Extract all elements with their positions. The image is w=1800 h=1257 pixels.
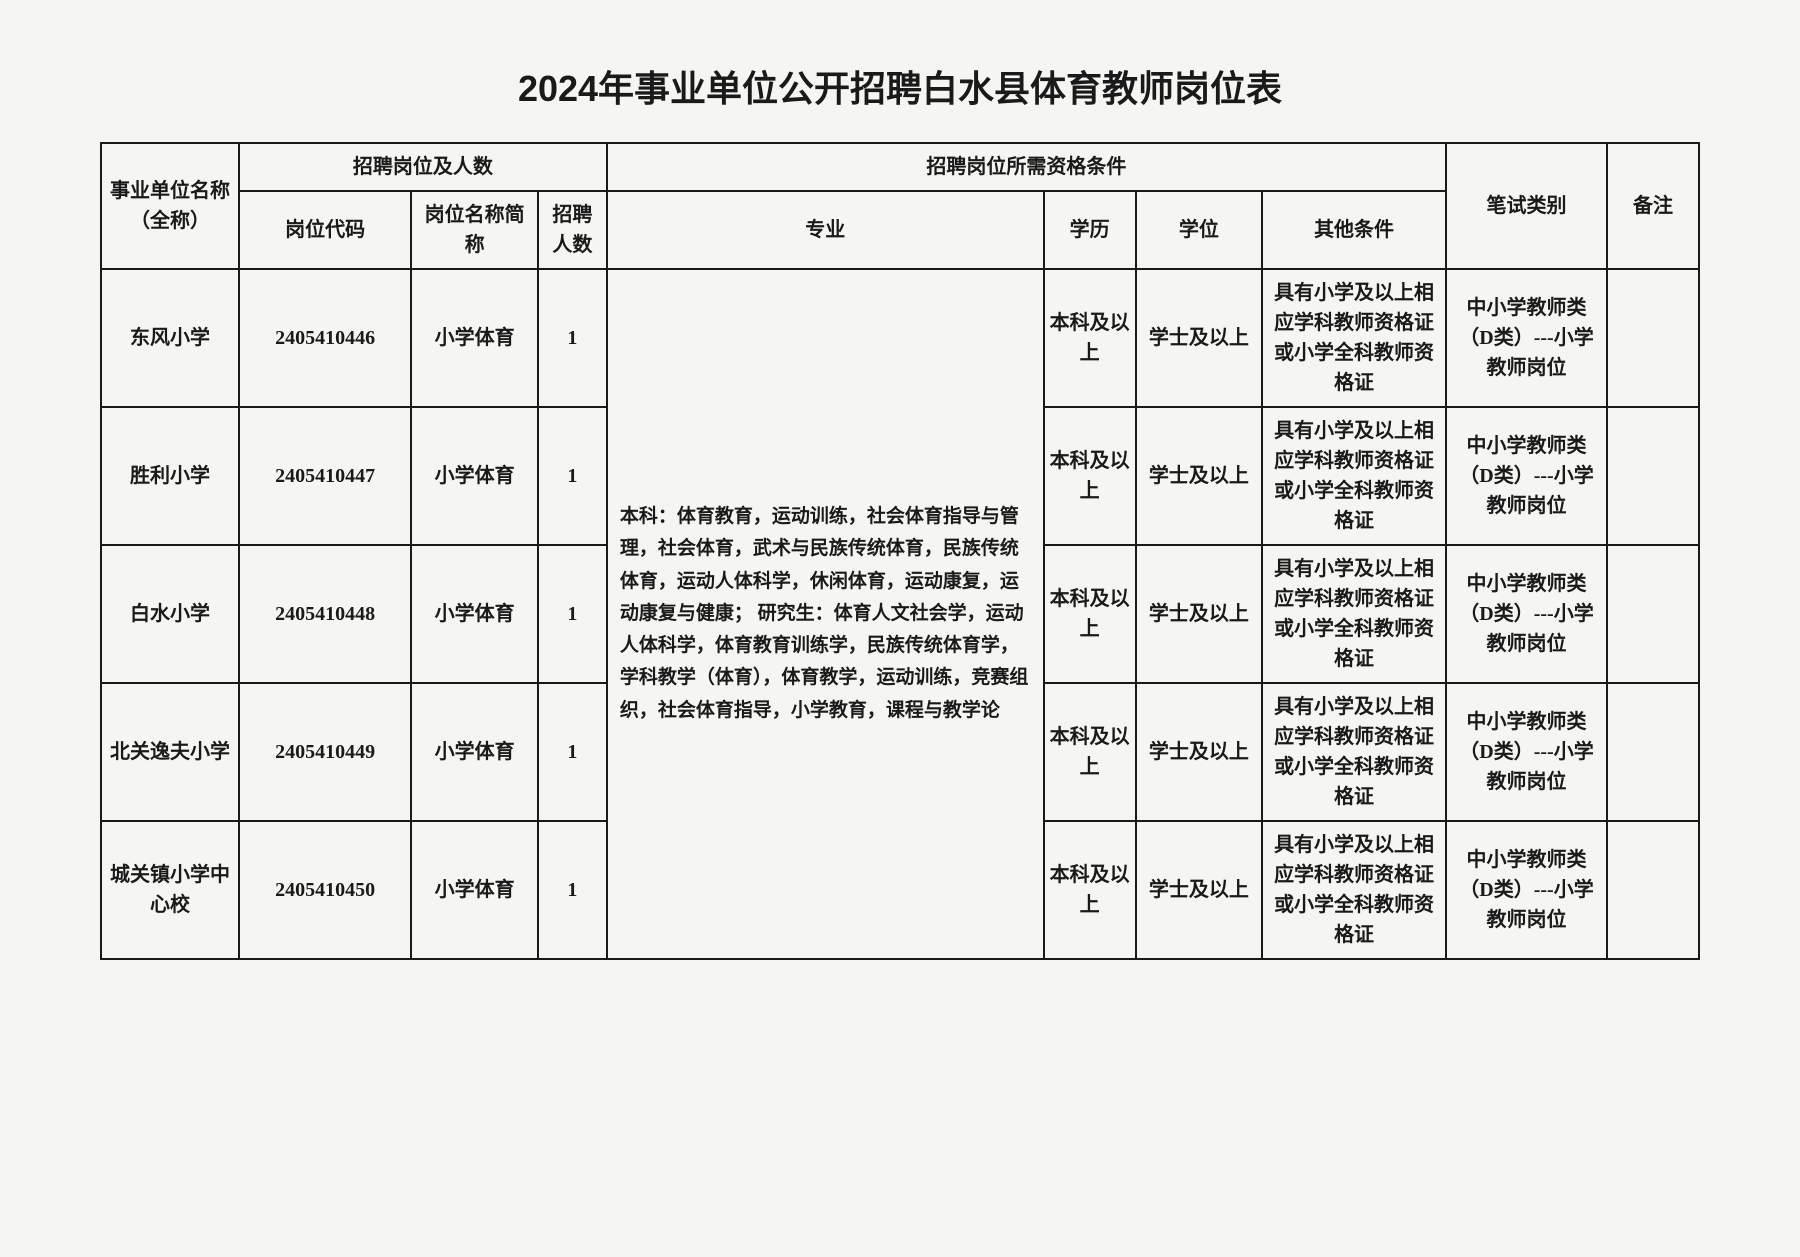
header-qualification-group: 招聘岗位所需资格条件 (607, 143, 1446, 191)
header-position-code: 岗位代码 (239, 191, 411, 269)
cell-position: 小学体育 (411, 683, 537, 821)
cell-other: 具有小学及以上相应学科教师资格证或小学全科教师资格证 (1262, 683, 1446, 821)
document-page: 2024年事业单位公开招聘白水县体育教师岗位表 事业单位名称（全称） 招聘岗位及… (50, 20, 1750, 1000)
cell-degree: 学士及以上 (1136, 545, 1262, 683)
header-major: 专业 (607, 191, 1044, 269)
cell-degree: 学士及以上 (1136, 269, 1262, 407)
cell-education: 本科及以上 (1044, 821, 1136, 959)
cell-code: 2405410448 (239, 545, 411, 683)
header-position-name: 岗位名称简称 (411, 191, 537, 269)
cell-code: 2405410447 (239, 407, 411, 545)
cell-unit: 东风小学 (101, 269, 239, 407)
cell-unit: 北关逸夫小学 (101, 683, 239, 821)
header-unit-name: 事业单位名称（全称） (101, 143, 239, 269)
header-exam-type: 笔试类别 (1446, 143, 1607, 269)
cell-other: 具有小学及以上相应学科教师资格证或小学全科教师资格证 (1262, 407, 1446, 545)
cell-unit: 胜利小学 (101, 407, 239, 545)
table-body: 东风小学 2405410446 小学体育 1 本科：体育教育，运动训练，社会体育… (101, 269, 1699, 959)
cell-other: 具有小学及以上相应学科教师资格证或小学全科教师资格证 (1262, 545, 1446, 683)
cell-exam: 中小学教师类（D类）---小学教师岗位 (1446, 545, 1607, 683)
cell-education: 本科及以上 (1044, 269, 1136, 407)
cell-education: 本科及以上 (1044, 545, 1136, 683)
cell-exam: 中小学教师类（D类）---小学教师岗位 (1446, 407, 1607, 545)
header-note: 备注 (1607, 143, 1699, 269)
cell-degree: 学士及以上 (1136, 407, 1262, 545)
cell-exam: 中小学教师类（D类）---小学教师岗位 (1446, 683, 1607, 821)
cell-note (1607, 545, 1699, 683)
cell-code: 2405410450 (239, 821, 411, 959)
cell-position: 小学体育 (411, 545, 537, 683)
cell-count: 1 (538, 269, 607, 407)
cell-position: 小学体育 (411, 407, 537, 545)
cell-count: 1 (538, 407, 607, 545)
cell-note (1607, 683, 1699, 821)
header-recruit-group: 招聘岗位及人数 (239, 143, 607, 191)
cell-other: 具有小学及以上相应学科教师资格证或小学全科教师资格证 (1262, 821, 1446, 959)
cell-note (1607, 407, 1699, 545)
header-education: 学历 (1044, 191, 1136, 269)
cell-unit: 白水小学 (101, 545, 239, 683)
cell-position: 小学体育 (411, 269, 537, 407)
recruitment-table: 事业单位名称（全称） 招聘岗位及人数 招聘岗位所需资格条件 笔试类别 备注 岗位… (100, 142, 1700, 960)
cell-note (1607, 821, 1699, 959)
document-title: 2024年事业单位公开招聘白水县体育教师岗位表 (100, 60, 1700, 112)
header-count: 招聘人数 (538, 191, 607, 269)
cell-count: 1 (538, 683, 607, 821)
cell-unit: 城关镇小学中心校 (101, 821, 239, 959)
table-header: 事业单位名称（全称） 招聘岗位及人数 招聘岗位所需资格条件 笔试类别 备注 岗位… (101, 143, 1699, 269)
cell-note (1607, 269, 1699, 407)
header-other: 其他条件 (1262, 191, 1446, 269)
cell-exam: 中小学教师类（D类）---小学教师岗位 (1446, 269, 1607, 407)
table-row: 东风小学 2405410446 小学体育 1 本科：体育教育，运动训练，社会体育… (101, 269, 1699, 407)
cell-education: 本科及以上 (1044, 407, 1136, 545)
cell-code: 2405410446 (239, 269, 411, 407)
cell-other: 具有小学及以上相应学科教师资格证或小学全科教师资格证 (1262, 269, 1446, 407)
cell-count: 1 (538, 821, 607, 959)
cell-education: 本科及以上 (1044, 683, 1136, 821)
cell-code: 2405410449 (239, 683, 411, 821)
cell-degree: 学士及以上 (1136, 821, 1262, 959)
cell-major-merged: 本科：体育教育，运动训练，社会体育指导与管理，社会体育，武术与民族传统体育，民族… (607, 269, 1044, 959)
header-degree: 学位 (1136, 191, 1262, 269)
cell-position: 小学体育 (411, 821, 537, 959)
cell-degree: 学士及以上 (1136, 683, 1262, 821)
cell-exam: 中小学教师类（D类）---小学教师岗位 (1446, 821, 1607, 959)
cell-count: 1 (538, 545, 607, 683)
